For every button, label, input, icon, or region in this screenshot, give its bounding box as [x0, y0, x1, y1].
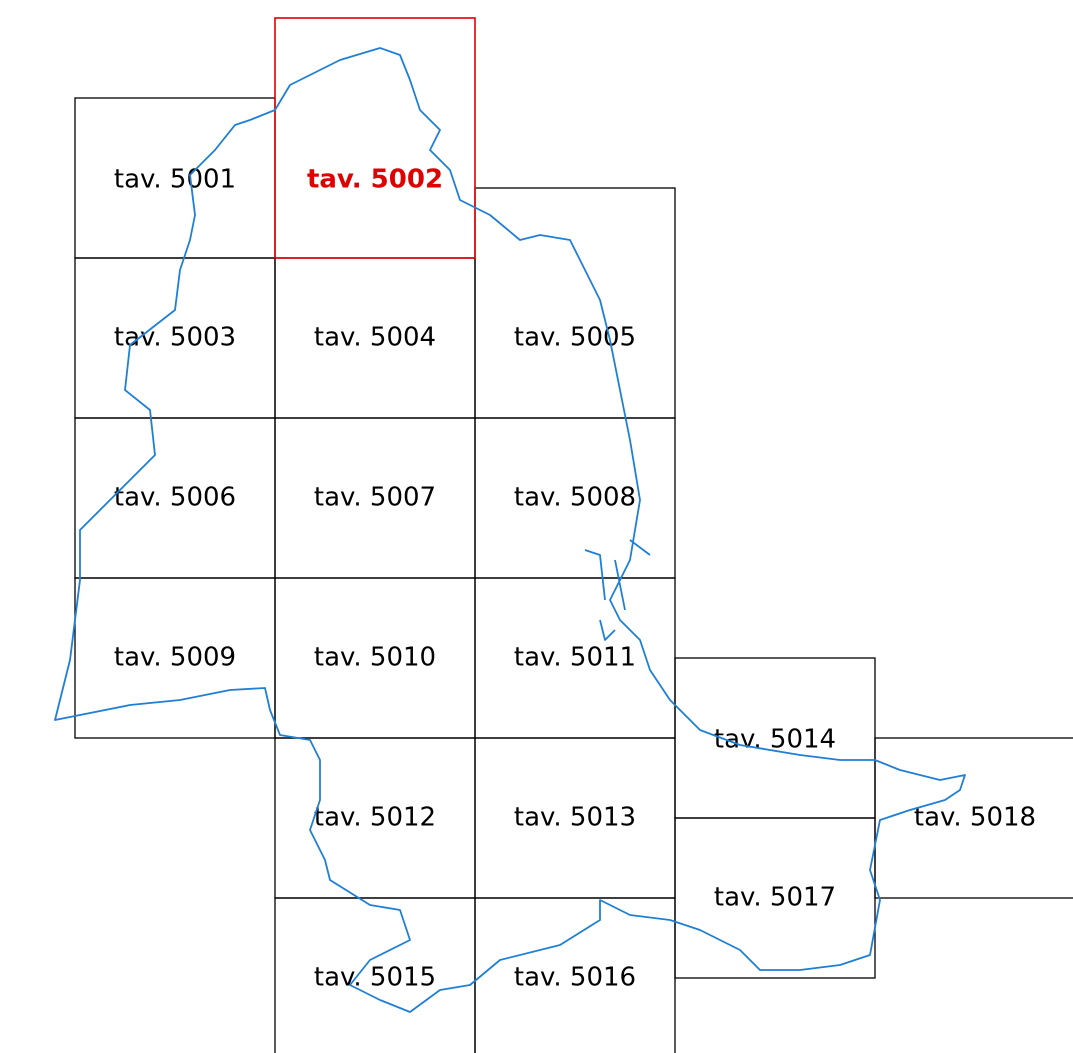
- tile-label: tav. 5010: [314, 643, 436, 673]
- tile-label: tav. 5002: [307, 165, 443, 195]
- tile-label: tav. 5009: [114, 643, 236, 673]
- tile-label: tav. 5007: [314, 483, 436, 513]
- tile-label: tav. 5015: [314, 963, 436, 993]
- tile-grid: tav. 5001 tav. 5002 tav. 5003 tav. 5004 tav.…: [74, 17, 1073, 1053]
- tile-border: [874, 737, 1073, 899]
- tile-label: tav. 5013: [514, 803, 636, 833]
- tile-border: [474, 897, 676, 1053]
- tile-border: [274, 17, 476, 259]
- tile-label: tav. 5005: [514, 323, 636, 353]
- tile-label: tav. 5014: [714, 725, 836, 755]
- tile-label: tav. 5008: [514, 483, 636, 513]
- tile-label: tav. 5001: [114, 165, 236, 195]
- tile-label: tav. 5003: [114, 323, 236, 353]
- tile-label: tav. 5011: [514, 643, 636, 673]
- tile-label: tav. 5012: [314, 803, 436, 833]
- coastline: [54, 47, 966, 1013]
- tile-border: [474, 187, 676, 419]
- tile-label: tav. 5017: [714, 883, 836, 913]
- tile-label: tav. 5006: [114, 483, 236, 513]
- tile-label: tav. 5018: [914, 803, 1036, 833]
- tile-label: tav. 5016: [514, 963, 636, 993]
- tile-label: tav. 5004: [314, 323, 436, 353]
